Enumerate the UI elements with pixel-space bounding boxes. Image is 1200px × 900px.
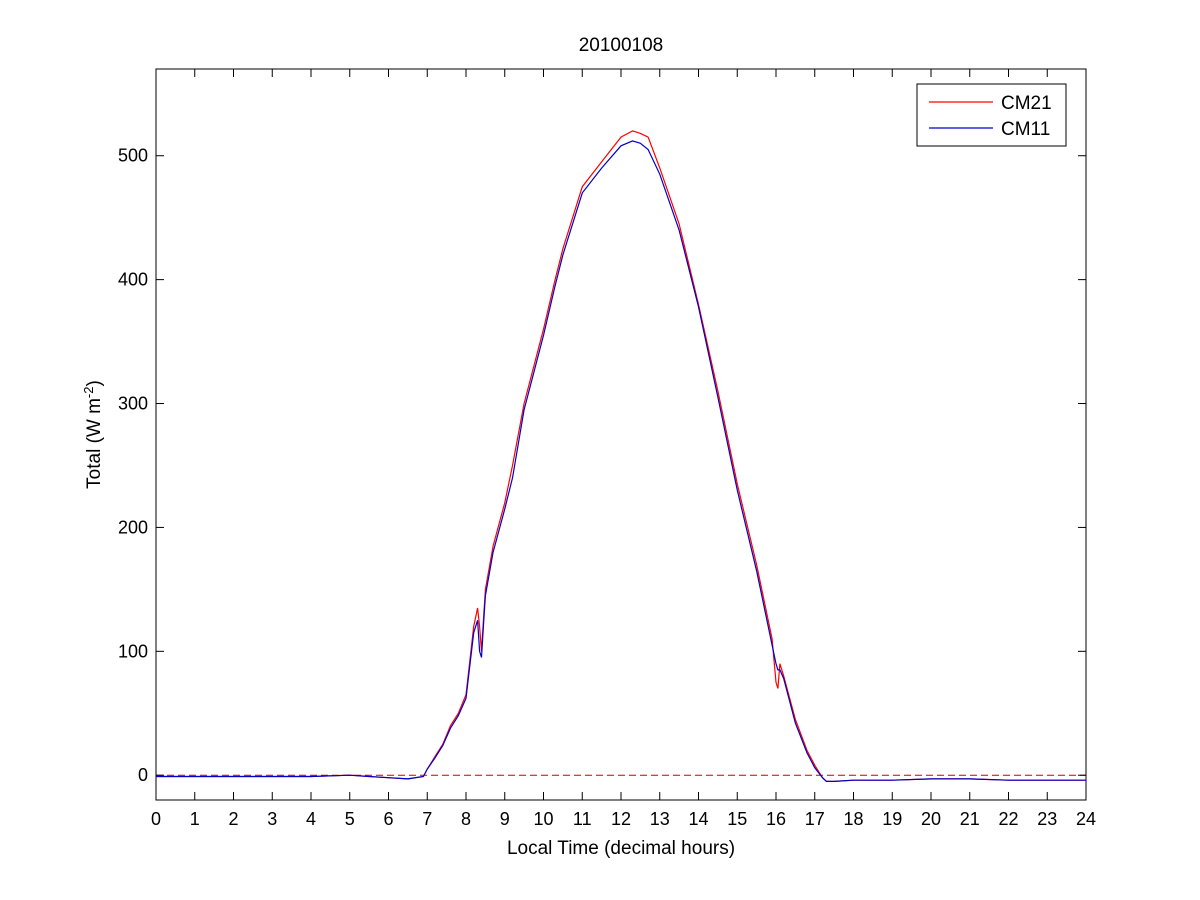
x-tick-label: 9 bbox=[500, 809, 510, 829]
y-tick-label: 500 bbox=[118, 146, 148, 166]
x-tick-label: 19 bbox=[882, 809, 902, 829]
x-tick-label: 21 bbox=[960, 809, 980, 829]
x-tick-label: 7 bbox=[422, 809, 432, 829]
y-axis-label-sup: -2 bbox=[81, 386, 96, 398]
x-tick-label: 20 bbox=[921, 809, 941, 829]
x-tick-label: 10 bbox=[533, 809, 553, 829]
x-tick-label: 17 bbox=[805, 809, 825, 829]
y-axis: 0 100 200 300 400 500 bbox=[118, 146, 1086, 785]
y-tick-label: 0 bbox=[138, 765, 148, 785]
y-axis-label-main: Total (W m bbox=[84, 398, 105, 489]
y-tick-label: 400 bbox=[118, 270, 148, 290]
x-tick-label: 6 bbox=[383, 809, 393, 829]
legend-box bbox=[916, 83, 1067, 147]
x-tick-label: 1 bbox=[190, 809, 200, 829]
x-tick-label: 2 bbox=[228, 809, 238, 829]
x-tick-label: 4 bbox=[306, 809, 316, 829]
series-line-cm11 bbox=[156, 140, 1086, 783]
x-tick-label: 13 bbox=[650, 809, 670, 829]
x-tick-label: 0 bbox=[151, 809, 161, 829]
x-tick-label: 22 bbox=[998, 809, 1018, 829]
x-tick-label: 12 bbox=[611, 809, 631, 829]
x-tick-label: 8 bbox=[461, 809, 471, 829]
legend-label-cm21: CM21 bbox=[1001, 93, 1052, 114]
legend-label-cm11: CM11 bbox=[1001, 119, 1050, 140]
x-tick-label: 15 bbox=[727, 809, 747, 829]
y-axis-label-close: ) bbox=[84, 380, 105, 386]
x-tick-label: 11 bbox=[573, 809, 592, 829]
x-tick-label: 3 bbox=[267, 809, 277, 829]
x-axis: 0 1 2 3 4 5 6 7 8 9 10 11 12 13 14 15 16 17 18 19 20 21 22 23 24 bbox=[151, 69, 1096, 829]
y-tick-label: 100 bbox=[118, 641, 148, 661]
x-tick-label: 23 bbox=[1037, 809, 1057, 829]
y-axis-label: Total (W m-2) bbox=[81, 380, 106, 489]
y-tick-label: 200 bbox=[118, 517, 148, 537]
x-tick-label: 24 bbox=[1076, 809, 1096, 829]
x-tick-label: 16 bbox=[766, 809, 786, 829]
legend: CM21 CM11 bbox=[916, 83, 1067, 147]
x-axis-label: Local Time (decimal hours) bbox=[507, 838, 735, 859]
x-tick-label: 14 bbox=[688, 809, 708, 829]
x-tick-label: 18 bbox=[843, 809, 863, 829]
y-tick-label: 300 bbox=[118, 394, 148, 414]
x-tick-label: 5 bbox=[345, 809, 355, 829]
chart-title: 20100108 bbox=[579, 35, 664, 56]
